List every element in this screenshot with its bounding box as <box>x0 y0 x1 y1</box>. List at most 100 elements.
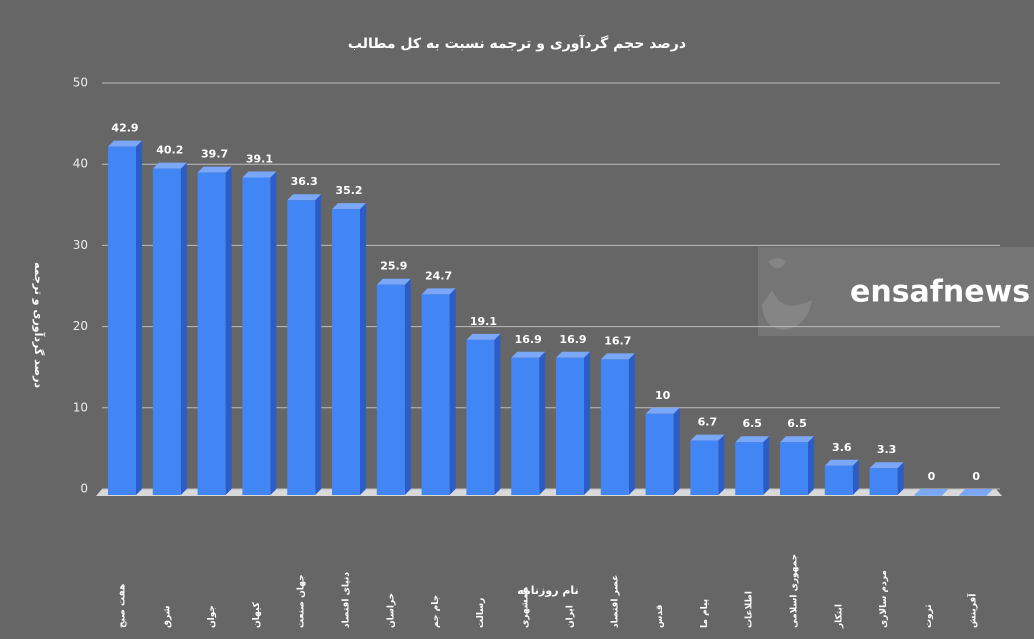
bar-front <box>466 339 495 495</box>
bar-front <box>556 357 584 495</box>
y-tick-label: 20 <box>73 319 88 333</box>
x-tick-label: همشهری <box>521 587 531 628</box>
y-tick-label: 10 <box>73 400 88 414</box>
bar-side <box>360 203 366 495</box>
watermark-box <box>758 247 1034 336</box>
bar-side <box>852 459 859 495</box>
bar-side <box>808 436 814 495</box>
bar-front <box>376 284 405 495</box>
bar-front <box>914 495 943 496</box>
bar-top <box>197 166 232 173</box>
bar-side <box>763 436 770 495</box>
value-label: 19.1 <box>470 315 497 328</box>
bar <box>511 351 546 495</box>
bar-top <box>869 462 904 469</box>
bar-top <box>242 171 277 178</box>
x-tick-label: هفت صبح <box>118 584 128 628</box>
x-tick-label: ثروت <box>924 604 934 628</box>
bar-top <box>914 489 949 495</box>
x-tick-label: رسالت <box>476 598 486 628</box>
bar-front <box>869 468 898 495</box>
bar-top <box>690 434 725 441</box>
chart-title: درصد حجم گردآوری و ترجمه نسبت به کل مطال… <box>348 34 686 52</box>
bar <box>780 436 814 495</box>
bar-front <box>511 357 540 495</box>
y-tick-label: 0 <box>80 482 88 496</box>
bar-side <box>718 434 725 495</box>
value-label: 6.7 <box>698 416 718 429</box>
bar <box>287 194 322 495</box>
bar <box>914 489 949 496</box>
bar-side <box>315 194 322 495</box>
bar <box>152 162 187 496</box>
x-tick-label: شرق <box>162 605 172 628</box>
bar-top <box>645 407 680 414</box>
bar-top <box>332 203 366 210</box>
x-tick-label: خراسان <box>386 593 396 628</box>
bar-front <box>959 495 988 496</box>
y-tick-label: 50 <box>73 76 88 90</box>
bar-front <box>780 442 808 495</box>
x-tick-label: قدس <box>655 604 665 628</box>
x-tick-label: پیام ما <box>700 599 710 628</box>
bar-side <box>404 278 411 495</box>
bar <box>690 434 725 495</box>
bar-front <box>108 146 136 496</box>
bar-front <box>690 440 719 495</box>
x-tick-label: مردم سالاری <box>879 570 889 628</box>
bar <box>824 459 859 495</box>
x-tick-label: جهان صنعت <box>297 574 307 628</box>
bar <box>556 351 590 495</box>
x-axis-title: نام روزنامه <box>517 584 578 597</box>
value-label: 16.9 <box>515 333 542 346</box>
x-tick-label: ابتکار <box>834 604 844 629</box>
watermark: ensafnews <box>850 275 1030 310</box>
bar-side <box>673 407 680 495</box>
bar-top <box>152 162 187 169</box>
bar-top <box>511 351 546 358</box>
bar-top <box>780 436 814 443</box>
bar-front <box>242 177 271 495</box>
bar <box>421 288 456 495</box>
floor <box>96 489 1002 496</box>
value-label: 16.9 <box>559 333 586 346</box>
bar-top <box>108 140 142 147</box>
value-label: 3.6 <box>832 441 852 454</box>
bar-side <box>449 288 456 495</box>
value-label: 39.7 <box>201 148 228 161</box>
bar-side <box>628 353 635 495</box>
bar-side <box>270 171 277 495</box>
bar-top <box>959 489 994 495</box>
bar-front <box>332 209 360 495</box>
x-tick-label: جوان <box>207 605 217 628</box>
value-label: 10 <box>655 389 671 402</box>
bar <box>869 462 904 495</box>
x-tick-label: کیهان <box>252 601 262 628</box>
y-tick-label: 30 <box>73 238 88 252</box>
bar-side <box>136 140 142 496</box>
value-label: 35.2 <box>335 184 362 197</box>
x-tick-label: اطلاعات <box>745 591 755 628</box>
bar-front <box>152 168 181 496</box>
bar-front <box>197 172 226 496</box>
bar-top <box>376 278 411 285</box>
bar-top <box>556 351 590 358</box>
bar <box>108 140 142 496</box>
bar <box>197 166 232 496</box>
x-tick-label: دنیای اقتصاد <box>342 572 352 628</box>
bar-side <box>225 166 232 496</box>
value-label: 39.1 <box>246 153 273 166</box>
bar-side <box>539 351 546 495</box>
value-label: 0 <box>928 470 936 483</box>
bar <box>332 203 366 495</box>
value-label: 16.7 <box>604 334 631 347</box>
bar-top <box>421 288 456 295</box>
bar-front <box>600 359 629 495</box>
bar-front <box>287 200 316 495</box>
bar-top <box>735 436 770 443</box>
value-label: 24.7 <box>425 269 452 282</box>
bar <box>376 278 411 495</box>
value-label: 40.2 <box>156 144 183 157</box>
value-label: 3.3 <box>877 443 897 456</box>
value-label: 36.3 <box>291 175 318 188</box>
